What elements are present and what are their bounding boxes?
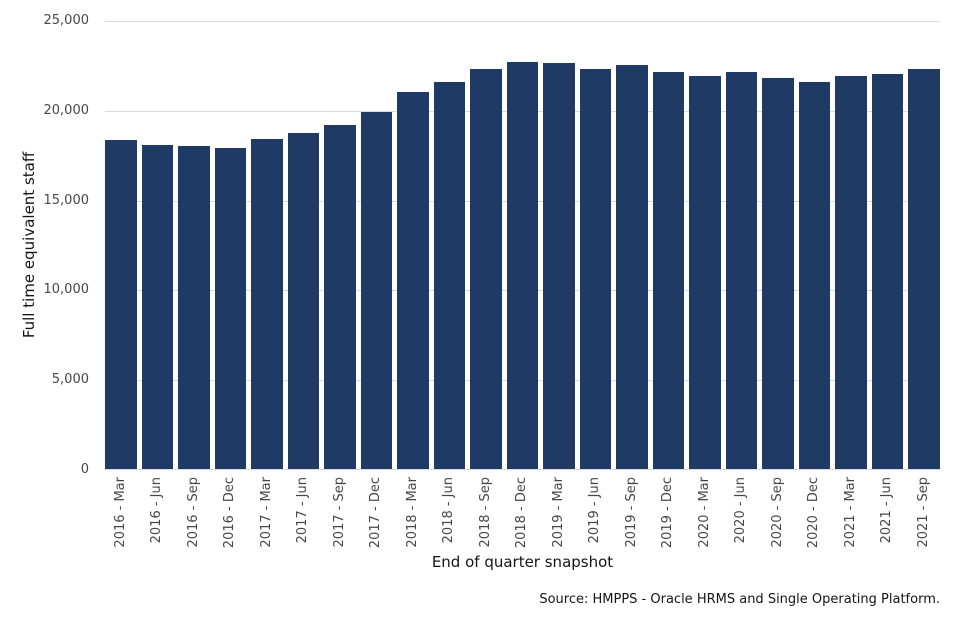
x-tick-slot: 2017 - Sep: [324, 477, 356, 557]
bar: [543, 63, 575, 469]
x-tick-slot: 2016 - Dec: [215, 477, 247, 557]
x-tick-slot: 2016 - Jun: [142, 477, 174, 557]
bar: [360, 111, 393, 469]
y-tick-label: 20,000: [43, 102, 90, 118]
x-tick-slot: 2019 - Sep: [616, 477, 648, 557]
x-axis-tick-labels: 2016 - Mar 2016 - Jun 2016 - Sep 2016 - Dec…: [105, 477, 940, 557]
x-tick-label: 2021 - Mar: [842, 477, 858, 548]
x-tick-slot: 2017 - Jun: [288, 477, 320, 557]
x-tick-slot: 2017 - Mar: [251, 477, 283, 557]
x-tick-label: 2019 - Sep: [623, 477, 639, 548]
bar: [433, 82, 466, 469]
x-tick-label: 2019 - Dec: [660, 477, 676, 549]
x-tick-slot: 2020 - Jun: [726, 477, 758, 557]
x-tick-slot: 2020 - Sep: [762, 477, 794, 557]
x-tick-slot: 2019 - Dec: [653, 477, 685, 557]
x-tick-label: 2016 - Sep: [185, 477, 201, 548]
x-tick-label: 2019 - Mar: [550, 477, 566, 548]
bar: [105, 140, 137, 469]
bars-group: [105, 21, 940, 469]
x-tick-slot: 2019 - Jun: [580, 477, 612, 557]
y-axis-tick-labels: 0 5,000 10,000 15,000 20,000 25,000: [0, 13, 97, 477]
x-tick-slot: 2020 - Mar: [689, 477, 721, 557]
source-note: Source: HMPPS - Oracle HRMS and Single O…: [539, 592, 940, 607]
bar: [470, 68, 502, 469]
y-tick-label: 5,000: [51, 372, 89, 388]
x-tick-slot: 2018 - Jun: [434, 477, 466, 557]
x-tick-label: 2020 - Mar: [696, 477, 712, 548]
bar: [871, 73, 904, 469]
x-tick-slot: 2018 - Sep: [470, 477, 502, 557]
x-tick-label: 2021 - Sep: [915, 477, 931, 548]
x-tick-slot: 2018 - Dec: [507, 477, 539, 557]
bar: [506, 62, 539, 469]
bar: [178, 145, 210, 469]
x-tick-label: 2018 - Mar: [404, 477, 420, 548]
bar: [324, 125, 356, 469]
x-tick-label: 2020 - Sep: [769, 477, 785, 548]
x-tick-label: 2016 - Jun: [149, 477, 165, 544]
x-tick-slot: 2021 - Jun: [872, 477, 904, 557]
bar: [835, 75, 867, 469]
x-tick-label: 2017 - Sep: [331, 477, 347, 548]
x-tick-label: 2018 - Sep: [477, 477, 493, 548]
bar: [214, 148, 247, 469]
y-gridline: [105, 469, 940, 470]
x-tick-label: 2017 - Jun: [295, 477, 311, 544]
x-tick-label: 2018 - Dec: [514, 477, 530, 549]
x-tick-label: 2016 - Mar: [112, 477, 128, 548]
x-tick-slot: 2017 - Dec: [361, 477, 393, 557]
bar: [798, 82, 831, 469]
bar: [725, 72, 758, 469]
y-tick-label: 25,000: [43, 13, 90, 28]
y-tick-label: 10,000: [43, 282, 90, 298]
bar: [141, 144, 174, 469]
x-tick-label: 2020 - Jun: [733, 477, 749, 544]
bar: [579, 69, 612, 469]
plot-area: [105, 21, 940, 470]
bar: [908, 68, 940, 469]
x-tick-label: 2021 - Jun: [879, 477, 895, 544]
x-tick-slot: 2016 - Mar: [105, 477, 137, 557]
bar: [652, 72, 685, 469]
x-tick-label: 2019 - Jun: [587, 477, 603, 544]
bar: [287, 133, 320, 469]
y-tick-label: 15,000: [43, 192, 90, 208]
bar: [251, 138, 283, 469]
y-tick-label: 0: [80, 462, 89, 477]
x-tick-label: 2020 - Dec: [806, 477, 822, 549]
x-tick-slot: 2021 - Mar: [835, 477, 867, 557]
y-gridline: [105, 21, 940, 22]
x-tick-slot: 2016 - Sep: [178, 477, 210, 557]
x-axis-title: End of quarter snapshot: [431, 553, 614, 571]
x-tick-slot: 2020 - Dec: [799, 477, 831, 557]
x-tick-slot: 2021 - Sep: [908, 477, 940, 557]
x-tick-label: 2016 - Dec: [222, 477, 238, 549]
x-tick-slot: 2018 - Mar: [397, 477, 429, 557]
x-tick-label: 2018 - Jun: [441, 477, 457, 544]
x-tick-slot: 2019 - Mar: [543, 477, 575, 557]
y-axis-title: Full time equivalent staff: [20, 151, 38, 339]
bar: [397, 91, 429, 469]
bar: [762, 78, 794, 469]
x-tick-label: 2017 - Mar: [258, 477, 274, 548]
bar: [689, 75, 721, 469]
x-tick-label: 2017 - Dec: [368, 477, 384, 549]
bar: [616, 64, 648, 469]
